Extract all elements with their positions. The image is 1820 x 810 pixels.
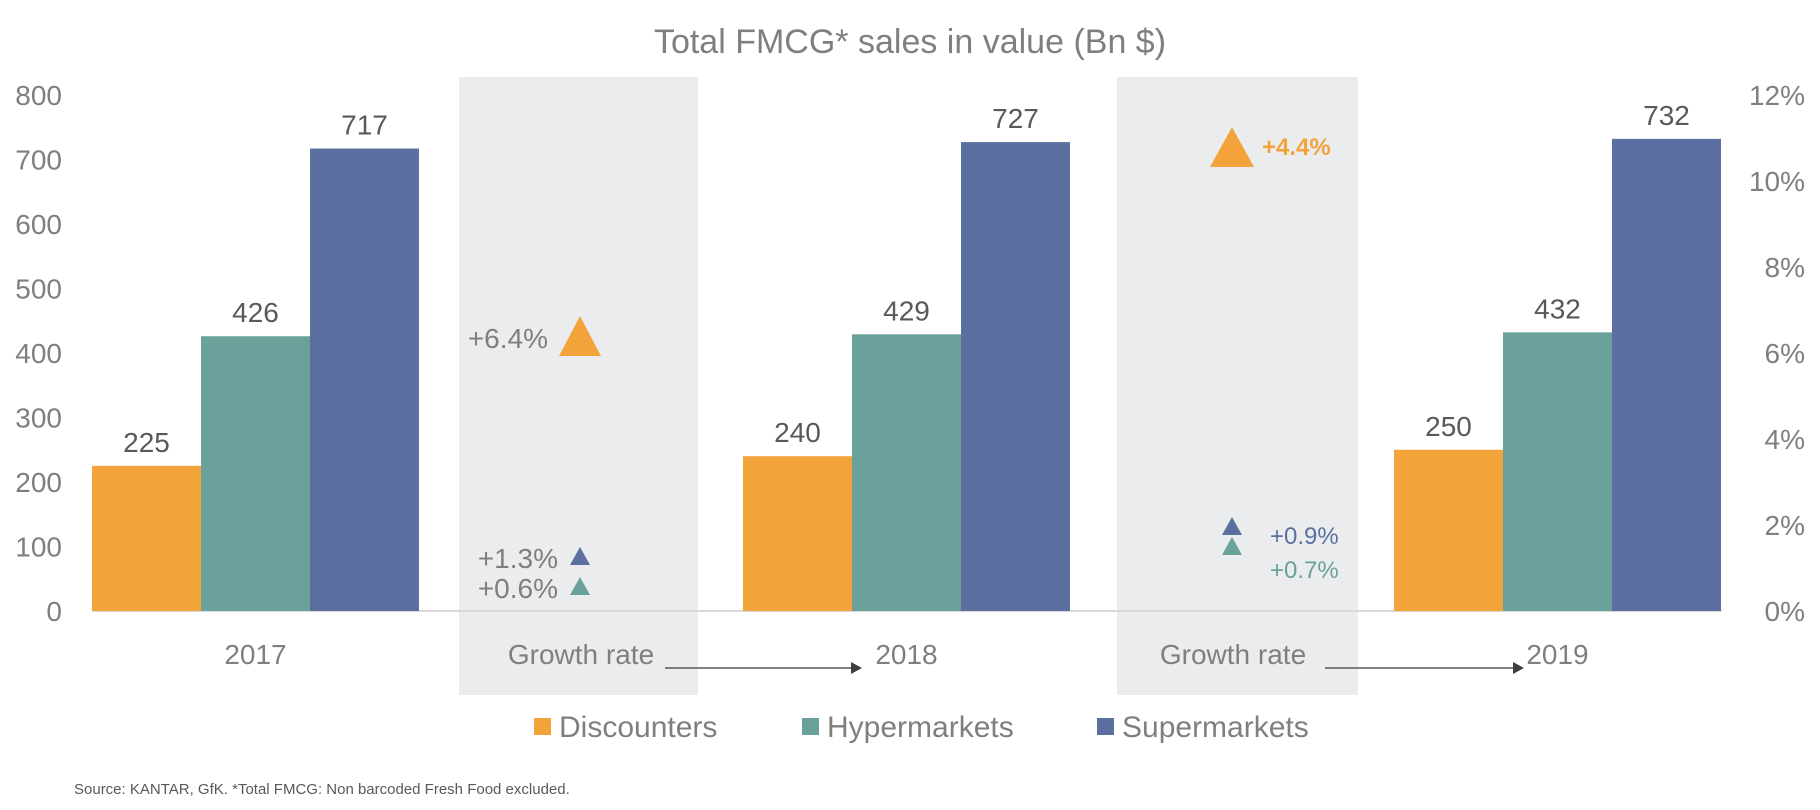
y-tick-label: 0 xyxy=(46,596,62,627)
bar-value-labels: 225 426 717 240 429 727 250 432 732 xyxy=(123,100,1690,458)
category-labels: 2017 2018 2019 xyxy=(224,639,1588,670)
bar-supermarkets-2017 xyxy=(310,148,419,611)
legend-label-hypermarkets: Hypermarkets xyxy=(827,711,1014,744)
growth-2-hypermarkets-triangle xyxy=(1222,537,1242,555)
y-axis-left: 0 100 200 300 400 500 600 700 800 xyxy=(15,80,62,627)
growth-1-discounters-triangle xyxy=(559,316,601,356)
bar-hypermarkets-2018 xyxy=(852,334,961,611)
legend-label-discounters: Discounters xyxy=(559,711,717,744)
source-note: Source: KANTAR, GfK. *Total FMCG: Non ba… xyxy=(74,781,570,798)
growth-2-discounters-triangle xyxy=(1210,127,1254,167)
growth-panel-1-label: Growth rate xyxy=(508,639,654,670)
legend-swatch-hypermarkets xyxy=(802,718,819,735)
growth-2-supermarkets-text: +0.9% xyxy=(1270,523,1339,550)
y-tick-label: 100 xyxy=(15,532,62,563)
category-label-2017: 2017 xyxy=(224,639,286,670)
legend-swatch-supermarkets xyxy=(1097,718,1114,735)
category-label-2019: 2019 xyxy=(1526,639,1588,670)
growth-1-hypermarkets-triangle xyxy=(570,577,590,595)
legend-swatch-discounters xyxy=(534,718,551,735)
legend-label-supermarkets: Supermarkets xyxy=(1122,711,1309,744)
growth-1-discounters-text: +6.4% xyxy=(468,323,548,354)
bar-value-label: 717 xyxy=(341,110,388,141)
bar-discounters-2017 xyxy=(92,465,201,611)
y-tick-label: 500 xyxy=(15,274,62,305)
growth-2-hypermarkets-text: +0.7% xyxy=(1270,557,1339,584)
growth-1-hypermarkets-text: +0.6% xyxy=(478,573,558,604)
bar-discounters-2018 xyxy=(743,456,852,611)
bar-value-label: 225 xyxy=(123,427,170,458)
y2-tick-label: 8% xyxy=(1765,252,1805,283)
growth-panel-2-bg xyxy=(1117,77,1358,695)
growth-panel-2-label: Growth rate xyxy=(1160,639,1306,670)
growth-2-supermarkets-triangle xyxy=(1222,517,1242,535)
growth-2-discounters-text: +4.4% xyxy=(1262,134,1331,161)
y2-tick-label: 10% xyxy=(1749,166,1805,197)
growth-1-supermarkets-text: +1.3% xyxy=(478,543,558,574)
bar-value-label: 426 xyxy=(232,297,279,328)
growth-arrow-2 xyxy=(1325,662,1524,674)
y-tick-label: 400 xyxy=(15,338,62,369)
bar-value-label: 429 xyxy=(883,295,930,326)
legend: Discounters Hypermarkets Supermarkets xyxy=(534,711,1309,744)
bar-value-label: 250 xyxy=(1425,411,1472,442)
bar-value-label: 732 xyxy=(1643,100,1690,131)
bar-hypermarkets-2019 xyxy=(1503,332,1612,611)
bars xyxy=(92,138,1721,612)
bar-hypermarkets-2017 xyxy=(201,336,310,611)
category-label-2018: 2018 xyxy=(875,639,937,670)
y2-tick-label: 0% xyxy=(1765,596,1805,627)
bar-value-label: 727 xyxy=(992,103,1039,134)
y2-tick-label: 6% xyxy=(1765,338,1805,369)
y2-tick-label: 2% xyxy=(1765,510,1805,541)
y-tick-label: 600 xyxy=(15,209,62,240)
growth-arrow-1 xyxy=(665,662,862,674)
y-tick-label: 300 xyxy=(15,403,62,434)
bar-value-label: 432 xyxy=(1534,293,1581,324)
bar-supermarkets-2019 xyxy=(1612,138,1721,612)
chart-title: Total FMCG* sales in value (Bn $) xyxy=(654,23,1166,61)
y-tick-label: 700 xyxy=(15,145,62,176)
bar-discounters-2019 xyxy=(1394,449,1503,611)
bar-supermarkets-2018 xyxy=(961,142,1070,611)
growth-1-supermarkets-triangle xyxy=(570,547,590,565)
y-tick-label: 800 xyxy=(15,80,62,111)
y-axis-right: 0% 2% 4% 6% 8% 10% 12% xyxy=(1749,80,1805,627)
bar-value-label: 240 xyxy=(774,417,821,448)
y-tick-label: 200 xyxy=(15,467,62,498)
y2-tick-label: 4% xyxy=(1765,424,1805,455)
y2-tick-label: 12% xyxy=(1749,80,1805,111)
